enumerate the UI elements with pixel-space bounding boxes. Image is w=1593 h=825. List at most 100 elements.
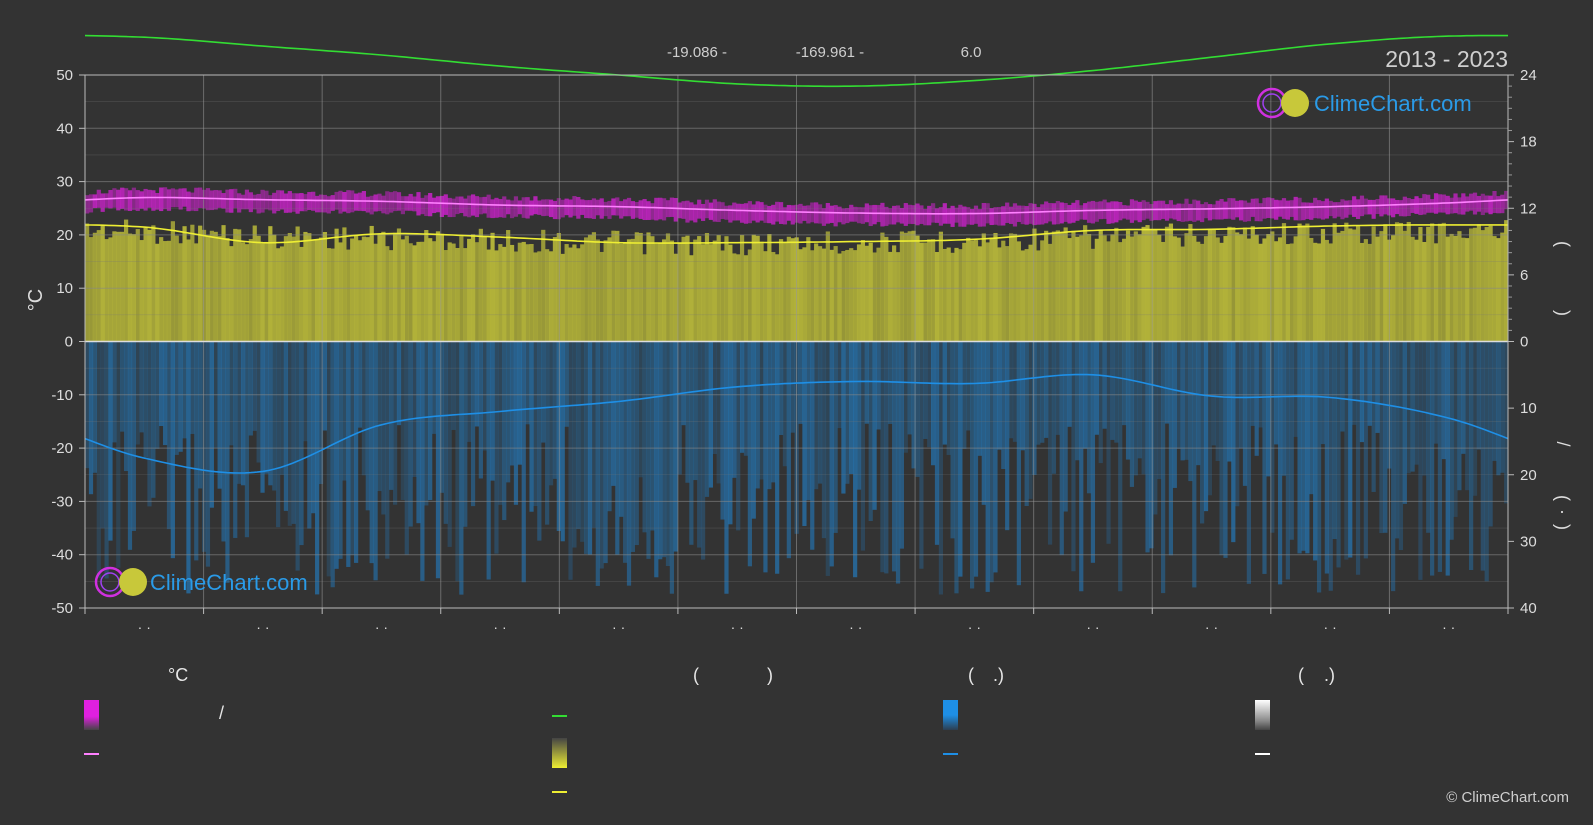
temp-range-bar bbox=[1394, 199, 1400, 215]
sunshine-bar bbox=[786, 236, 791, 342]
sunshine-bar bbox=[1293, 236, 1298, 342]
sunshine-bar bbox=[229, 246, 234, 342]
rain-bar bbox=[1246, 341, 1251, 584]
rain-bar bbox=[1472, 341, 1478, 496]
temp-range-bar bbox=[751, 204, 756, 221]
sunshine-bar bbox=[759, 241, 764, 342]
rain-bar bbox=[490, 341, 495, 481]
rain-bar bbox=[299, 341, 304, 546]
temp-range-bar bbox=[892, 205, 897, 225]
temp-range-bar bbox=[186, 191, 191, 212]
rain-bar bbox=[174, 341, 179, 455]
temp-range-bar bbox=[868, 205, 873, 227]
temp-range-bar bbox=[669, 197, 674, 217]
temp-range-bar bbox=[190, 192, 195, 211]
sunshine-bar bbox=[1305, 223, 1310, 342]
rain-bar bbox=[1012, 341, 1018, 442]
sunshine-bar bbox=[1094, 238, 1099, 342]
rain-bar bbox=[159, 341, 164, 427]
sunshine-bar bbox=[1480, 230, 1485, 342]
x-tick-label: · · bbox=[1442, 619, 1455, 635]
temp-range-bar bbox=[1192, 199, 1197, 222]
sunshine-bar bbox=[166, 240, 172, 342]
rain-bar bbox=[1457, 341, 1462, 491]
sunshine-bar bbox=[1176, 237, 1181, 342]
temp-range-bar bbox=[1328, 200, 1333, 217]
rain-bar bbox=[1492, 341, 1497, 461]
temp-range-bar bbox=[1406, 198, 1411, 217]
rain-bar bbox=[1094, 341, 1099, 435]
rain-bar bbox=[884, 341, 889, 574]
temp-range-bar bbox=[1332, 202, 1337, 219]
temp-range-bar bbox=[467, 195, 472, 218]
sunshine-bar bbox=[221, 225, 226, 342]
rain-bar bbox=[260, 341, 265, 493]
rain-bar bbox=[806, 341, 811, 501]
temp-range-bar bbox=[654, 197, 659, 221]
rain-bar bbox=[147, 341, 152, 507]
temp-range-bar bbox=[1203, 202, 1209, 219]
rain-bar bbox=[1153, 341, 1158, 515]
temp-range-bar bbox=[229, 189, 234, 213]
temp-range-bar bbox=[1320, 201, 1326, 220]
rain-bar bbox=[439, 341, 444, 493]
sunshine-bar bbox=[287, 233, 292, 342]
temp-range-bar bbox=[1102, 199, 1107, 219]
sunshine-bar bbox=[903, 232, 908, 342]
rain-bar bbox=[1001, 341, 1006, 469]
temp-range-bar bbox=[443, 194, 448, 215]
temp-range-bar bbox=[225, 189, 230, 213]
rain-bar bbox=[85, 341, 90, 469]
rain-bar bbox=[217, 341, 222, 489]
temp-range-bar bbox=[123, 188, 129, 211]
sunshine-bar bbox=[1036, 250, 1041, 342]
rain-bar bbox=[739, 341, 745, 453]
rain-bar bbox=[338, 341, 343, 559]
rain-bar bbox=[521, 341, 526, 583]
temp-range-bar bbox=[166, 189, 172, 211]
temp-range-bar bbox=[607, 200, 612, 219]
sunshine-bar bbox=[1141, 226, 1146, 342]
sunshine-bar bbox=[279, 246, 285, 342]
temp-range-bar bbox=[1313, 197, 1318, 219]
rain-bar bbox=[954, 341, 959, 594]
sunshine-bar bbox=[1500, 232, 1505, 342]
temp-range-bar bbox=[821, 208, 827, 226]
sunshine-bar bbox=[381, 231, 386, 342]
temp-range-bar bbox=[1176, 203, 1181, 222]
temp-range-bar bbox=[1410, 199, 1415, 213]
legend-col2-header-close: ) bbox=[767, 665, 773, 685]
sunshine-bar bbox=[704, 233, 710, 342]
temp-range-bar bbox=[1180, 203, 1185, 222]
temp-range-bar bbox=[646, 201, 651, 220]
sunshine-bar bbox=[190, 224, 195, 342]
sunshine-bar bbox=[326, 248, 331, 342]
temp-range-bar bbox=[1184, 198, 1189, 222]
rain-bar bbox=[162, 341, 168, 446]
rain-bar bbox=[1118, 341, 1123, 592]
temp-range-bar bbox=[724, 205, 729, 220]
sunshine-bar bbox=[1246, 238, 1251, 342]
rain-bar bbox=[209, 341, 214, 508]
rain-bar bbox=[108, 341, 113, 541]
temp-range-bar bbox=[377, 193, 382, 212]
sunshine-bar bbox=[525, 244, 530, 342]
rain-bar bbox=[1242, 341, 1248, 486]
sunshine-bar bbox=[1457, 231, 1462, 342]
temp-range-bar bbox=[1125, 205, 1131, 220]
temp-range-bar bbox=[938, 207, 943, 226]
sunshine-bar bbox=[244, 244, 250, 342]
sunshine-bar bbox=[1149, 230, 1154, 342]
legend-col2-header-open: ( bbox=[693, 665, 699, 685]
sunshine-bar bbox=[817, 246, 823, 342]
sunshine-bar bbox=[1379, 231, 1384, 342]
rain-bar bbox=[693, 341, 698, 481]
sunshine-bar bbox=[1258, 243, 1263, 342]
temp-range-bar bbox=[1371, 199, 1376, 219]
sunshine-bar bbox=[1375, 236, 1380, 342]
rain-bar bbox=[634, 341, 639, 546]
rain-bar bbox=[931, 341, 936, 466]
temp-range-bar bbox=[1157, 200, 1162, 221]
sunshine-bar bbox=[634, 232, 639, 342]
rain-bar bbox=[303, 341, 308, 442]
